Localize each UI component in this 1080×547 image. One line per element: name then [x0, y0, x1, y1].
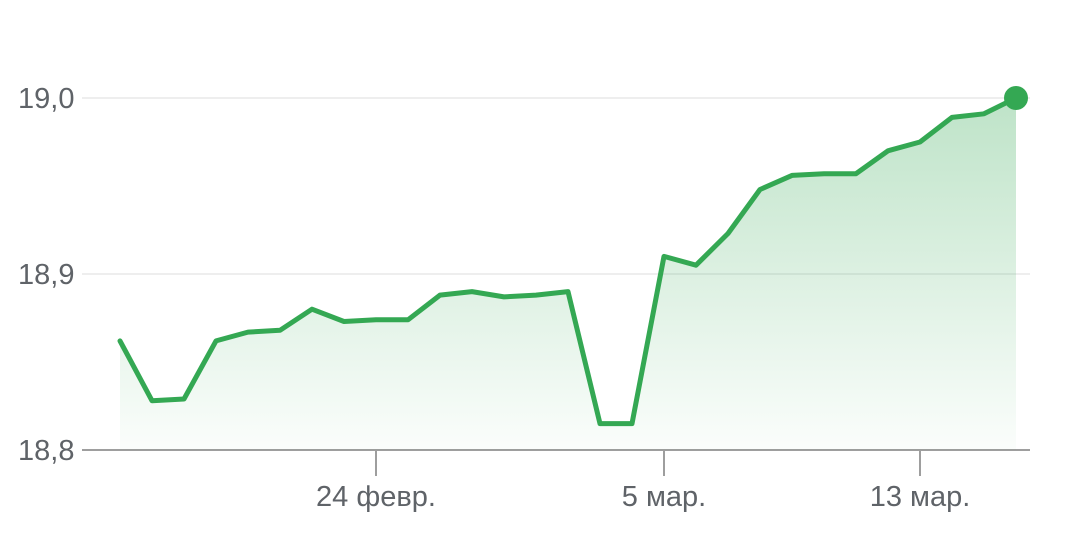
y-tick-label: 18,8	[18, 435, 74, 467]
x-tick-label: 5 мар.	[622, 481, 706, 513]
x-tick-label: 24 февр.	[316, 481, 436, 513]
current-value-dot[interactable]	[1004, 86, 1028, 110]
y-tick-label: 18,9	[18, 259, 74, 291]
y-tick-label: 19,0	[18, 83, 74, 115]
x-tick-label: 13 мар.	[870, 481, 971, 513]
